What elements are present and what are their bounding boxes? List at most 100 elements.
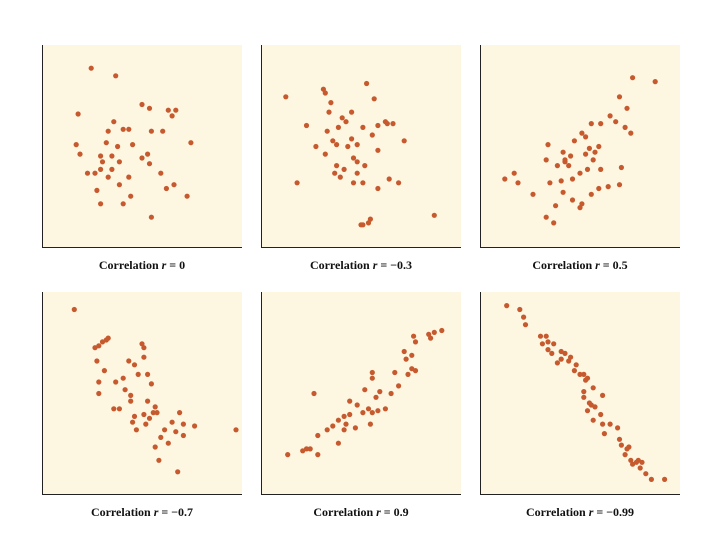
caption-r-symbol: r <box>372 258 378 272</box>
data-point <box>558 178 564 184</box>
data-point <box>339 115 345 121</box>
data-point <box>382 406 388 412</box>
data-point <box>392 369 398 376</box>
data-point <box>411 333 417 339</box>
data-point <box>341 166 347 172</box>
data-point <box>131 362 138 368</box>
data-point <box>334 142 340 148</box>
data-point <box>539 341 545 347</box>
data-point <box>300 448 306 454</box>
data-point <box>581 389 587 395</box>
data-point <box>431 329 437 335</box>
data-point <box>396 383 402 389</box>
scatter-plot-r-0-9 <box>261 292 461 495</box>
data-point <box>99 339 106 345</box>
data-point <box>566 358 572 364</box>
data-point <box>566 163 572 169</box>
caption-prefix: Correlation <box>98 258 159 272</box>
scatter-svg-r-0-5 <box>480 45 680 248</box>
data-point <box>141 345 147 351</box>
data-point <box>362 387 368 393</box>
scatter-plot-r-0-5 <box>480 45 680 248</box>
data-point <box>583 151 589 157</box>
data-point <box>543 214 549 220</box>
caption-r-neg-0-99: Correlation r = −0.99 <box>470 505 690 520</box>
data-point <box>75 111 81 117</box>
data-point <box>130 142 136 148</box>
data-point <box>515 180 521 186</box>
caption-r-symbol: r <box>153 505 159 519</box>
data-point <box>431 212 437 218</box>
data-point <box>126 174 132 180</box>
data-point <box>126 126 132 132</box>
data-point <box>560 149 566 155</box>
data-point <box>607 421 613 427</box>
scatter-plot-r-neg-0-7 <box>42 292 242 495</box>
data-point <box>388 390 394 397</box>
data-point <box>128 392 134 398</box>
data-point <box>360 180 366 186</box>
data-point <box>88 65 94 71</box>
data-point <box>600 421 606 427</box>
data-point <box>162 427 168 433</box>
data-point <box>545 347 551 353</box>
data-point <box>313 143 319 150</box>
data-point <box>558 356 564 362</box>
data-point <box>652 79 658 85</box>
data-point <box>152 404 158 410</box>
data-point <box>360 410 366 416</box>
data-point <box>115 143 121 150</box>
caption-r-symbol: r <box>588 505 594 519</box>
data-point <box>113 73 119 79</box>
data-point <box>180 421 186 427</box>
data-point <box>131 413 138 419</box>
data-point <box>326 109 332 115</box>
data-point <box>192 423 198 429</box>
data-point <box>324 427 330 433</box>
data-point <box>120 375 126 381</box>
data-point <box>365 406 372 412</box>
data-point <box>328 100 334 106</box>
data-point <box>375 147 381 153</box>
data-point <box>165 440 171 446</box>
caption-r-0-5: Correlation r = 0.5 <box>470 258 690 273</box>
data-point <box>143 421 149 427</box>
data-point <box>522 322 529 328</box>
data-point <box>571 138 577 144</box>
data-point <box>146 415 153 421</box>
data-point <box>113 379 119 385</box>
data-point <box>354 402 360 408</box>
data-point <box>598 166 604 172</box>
data-point <box>175 469 181 475</box>
caption-prefix: Correlation <box>532 258 593 272</box>
data-point <box>105 335 111 341</box>
data-point <box>96 379 102 385</box>
data-point <box>283 94 289 100</box>
data-point <box>324 128 330 134</box>
data-point <box>139 341 145 347</box>
data-point <box>109 166 115 172</box>
data-point <box>99 159 106 165</box>
caption-r-value: = −0.3 <box>380 258 413 272</box>
data-point <box>148 381 154 387</box>
data-point <box>341 427 347 433</box>
data-point <box>369 375 375 381</box>
scatter-svg-r-neg-0-7 <box>42 292 242 495</box>
data-point <box>311 390 317 397</box>
data-point <box>367 421 373 427</box>
caption-r-0-9: Correlation r = 0.9 <box>251 505 471 520</box>
data-point <box>622 452 628 458</box>
data-point <box>405 371 411 377</box>
data-point <box>584 375 591 381</box>
data-point <box>616 94 623 100</box>
data-point <box>543 157 549 163</box>
data-point <box>103 140 109 146</box>
caption-r-value: = 0.9 <box>383 505 409 519</box>
data-point <box>94 187 100 193</box>
data-point <box>592 404 598 410</box>
data-point <box>662 476 668 482</box>
caption-r-value: = 0 <box>169 258 186 272</box>
data-point <box>92 170 98 176</box>
data-point <box>375 122 381 129</box>
data-point <box>139 101 145 108</box>
